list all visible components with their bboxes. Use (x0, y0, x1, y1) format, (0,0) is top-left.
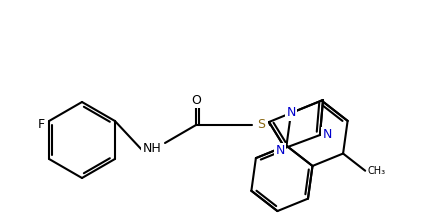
Text: S: S (256, 118, 264, 131)
Text: N: N (275, 144, 284, 157)
Text: NH: NH (142, 141, 161, 154)
Text: N: N (286, 106, 295, 119)
Text: F: F (37, 118, 45, 131)
Text: N: N (322, 128, 331, 141)
Text: O: O (190, 94, 200, 106)
Text: CH₃: CH₃ (366, 166, 384, 176)
